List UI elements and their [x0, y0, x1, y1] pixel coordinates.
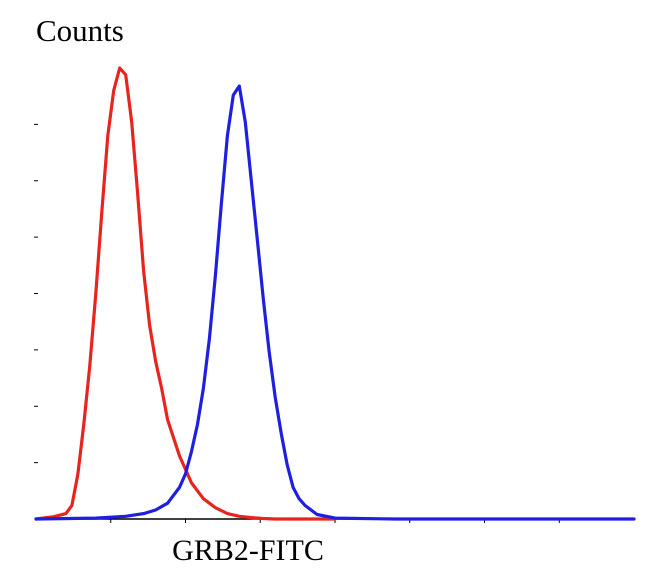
x-axis-label: GRB2-FITC	[172, 534, 324, 567]
series-line-2	[34, 84, 636, 521]
series-line-1	[34, 66, 337, 521]
y-axis-ticks	[34, 123, 38, 464]
series-lines	[34, 66, 636, 521]
y-axis-label: Counts	[36, 13, 124, 48]
